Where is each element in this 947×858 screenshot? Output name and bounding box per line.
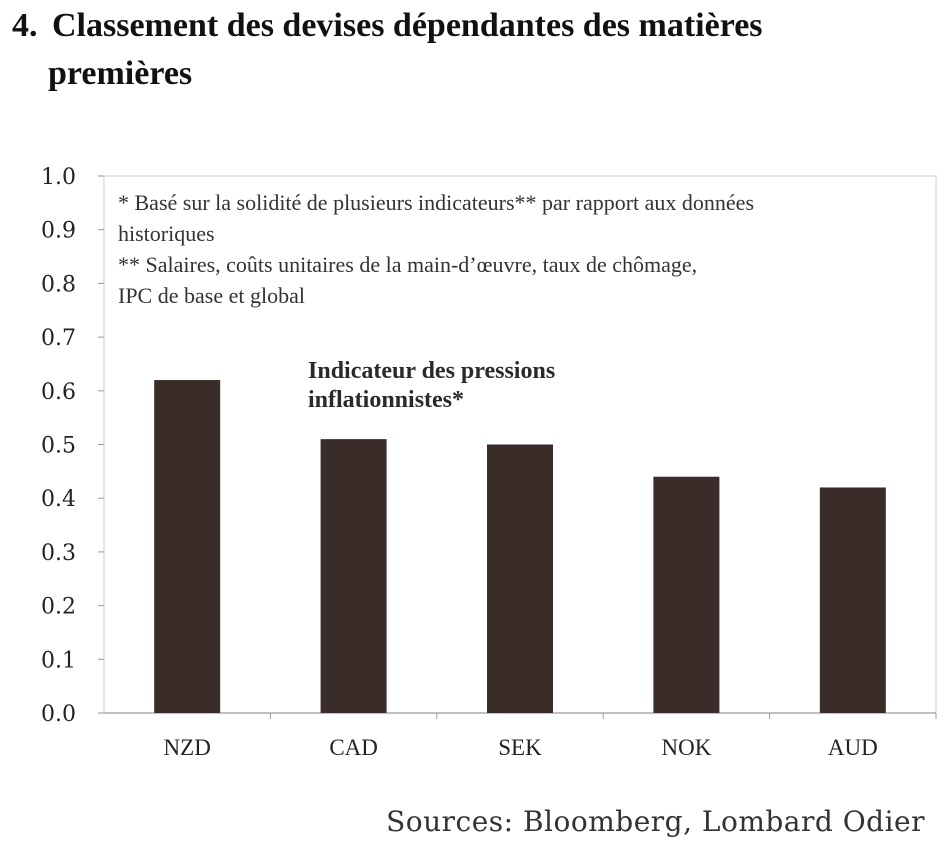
y-tick-label: 0.9 [41,219,76,244]
y-tick-label: 0.8 [41,272,76,297]
bar [320,439,387,713]
y-tick-label: 0.3 [41,541,76,566]
figure-title: 4. Classement des devises dépendantes des… [12,2,912,98]
figure-title-line1: Classement des devises dépendantes des m… [52,7,763,44]
x-tick-label: NZD [164,735,211,760]
y-tick-label: 0.1 [41,648,76,673]
x-tick-label: NOK [661,735,711,760]
y-tick-label: 0.4 [41,487,76,512]
chart-title: inflationnistes* [308,387,464,413]
chart-footnote: IPC de base et global [118,283,305,308]
bar-chart: 0.0 0.1 0.2 0.3 0.4 0.5 0.6 0.7 0.8 0.9 1.0 NZD CAD S… [41,165,937,760]
figure-title-line2: premières [48,55,193,92]
x-tick-label: CAD [329,735,378,760]
x-tick-label: SEK [498,735,542,760]
chart-title: Indicateur des pressions [308,358,555,384]
figure-number: 4. [12,7,38,44]
y-tick-label: 1.0 [41,165,76,190]
y-tick-label: 0.7 [41,326,76,351]
bar [487,444,553,713]
y-tick-label: 0.6 [41,380,76,405]
chart-footnote: historiques [118,221,215,246]
source-note: Sources: Bloomberg, Lombard Odier [386,805,925,838]
chart-footnote: ** Salaires, coûts unitaires de la main-… [118,252,697,277]
chart-footnote: * Basé sur la solidité de plusieurs indi… [118,190,754,215]
y-tick-label: 0.2 [41,595,76,620]
bar [653,476,720,713]
y-tick-label: 0.5 [41,434,76,459]
y-tick-label: 0.0 [41,702,76,727]
x-tick-label: AUD [828,735,878,760]
bar [154,380,221,713]
bar [819,487,886,713]
